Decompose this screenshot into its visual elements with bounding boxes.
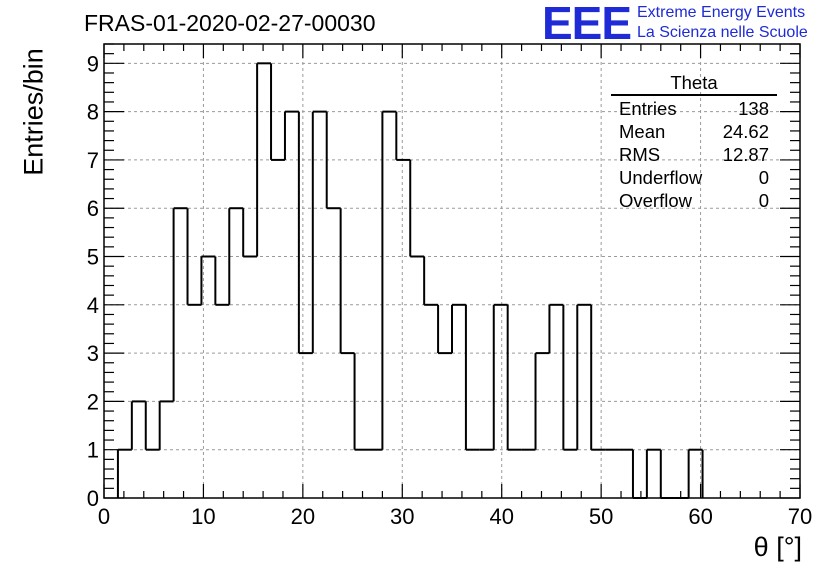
stats-box: Theta Entries 138 Mean 24.62 RMS 12.87 U…	[611, 73, 777, 212]
stats-row-mean: Mean 24.62	[611, 120, 777, 143]
x-axis-label: θ [°]	[753, 532, 802, 562]
stats-row-rms: RMS 12.87	[611, 143, 777, 166]
y-tick-label: 3	[87, 341, 99, 366]
y-tick-label: 0	[87, 486, 99, 511]
y-tick-label: 7	[87, 148, 99, 173]
histogram-bars	[116, 62, 704, 499]
x-tick-label: 60	[688, 504, 712, 529]
logo-line-1: Extreme Energy Events	[637, 4, 806, 21]
eee-logo: EEE	[542, 0, 632, 49]
stats-label: Underflow	[619, 167, 703, 188]
stats-row-overflow: Overflow 0	[611, 189, 777, 212]
stats-label: Overflow	[619, 190, 692, 211]
axes	[103, 43, 801, 499]
stats-label: Entries	[619, 98, 677, 119]
stats-value: 24.62	[722, 121, 769, 142]
x-tick-label: 20	[291, 504, 315, 529]
x-tick-label: 30	[390, 504, 414, 529]
x-tick-label: 40	[489, 504, 513, 529]
stats-value: 0	[758, 190, 769, 211]
y-tick-label: 6	[87, 196, 99, 221]
stats-row-underflow: Underflow 0	[611, 166, 777, 189]
x-tick-label: 50	[589, 504, 613, 529]
plot-frame	[103, 43, 801, 499]
stats-value: 138	[738, 98, 769, 119]
tick-labels: 0 10 20 30 40 50 60 70 0 1 2 3 4 5 6 7 8 9	[87, 51, 812, 529]
stats-label: Mean	[619, 121, 666, 142]
stats-value: 0	[758, 167, 769, 188]
x-tick-label: 0	[98, 504, 110, 529]
stats-row-entries: Entries 138	[611, 97, 777, 120]
logo-line-2: La Scienza nelle Scuole	[637, 24, 808, 41]
plot-title: FRAS-01-2020-02-27-00030	[84, 10, 376, 36]
stats-label: RMS	[619, 144, 661, 165]
y-tick-label: 2	[87, 389, 99, 414]
stats-title: Theta	[611, 73, 777, 96]
y-tick-label: 1	[87, 438, 99, 463]
x-tick-label: 10	[191, 504, 215, 529]
y-tick-label: 8	[87, 100, 99, 125]
y-tick-label: 5	[87, 245, 99, 270]
y-tick-label: 9	[87, 51, 99, 76]
x-tick-label: 70	[788, 504, 812, 529]
stats-value: 12.87	[722, 144, 769, 165]
y-axis-label: Entries/bin	[18, 48, 49, 176]
eee-logo-text: Extreme Energy Events La Scienza nelle S…	[637, 3, 808, 43]
y-tick-label: 4	[87, 293, 99, 318]
